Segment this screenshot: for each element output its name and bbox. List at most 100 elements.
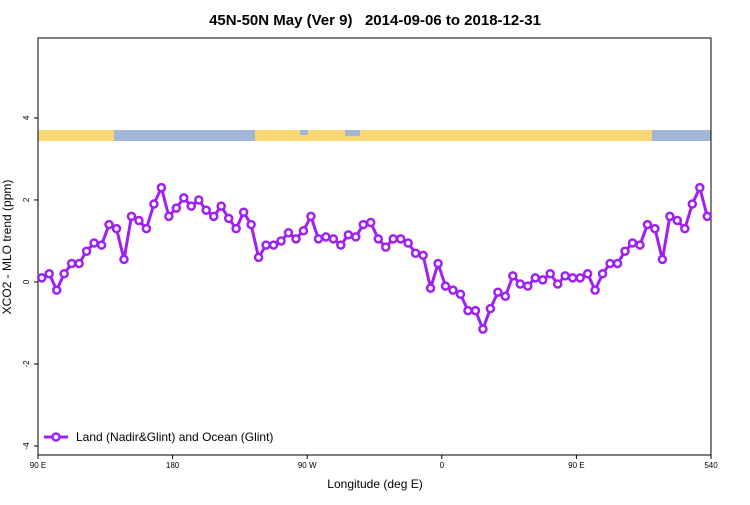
data-point bbox=[351, 232, 361, 242]
data-point bbox=[478, 324, 488, 334]
data-point bbox=[500, 291, 511, 302]
data-point bbox=[380, 242, 391, 252]
data-point bbox=[164, 211, 174, 222]
data-point bbox=[283, 228, 294, 238]
data-point bbox=[485, 303, 496, 314]
data-point bbox=[358, 219, 369, 230]
data-point bbox=[597, 269, 608, 279]
y-tick-label: 4 bbox=[22, 115, 31, 120]
data-point bbox=[186, 201, 197, 211]
data-point bbox=[141, 223, 152, 234]
data-point bbox=[298, 225, 309, 236]
y-tick-label: -2 bbox=[22, 360, 31, 368]
data-point bbox=[194, 195, 204, 205]
data-point bbox=[373, 234, 383, 244]
y-tick-label: -4 bbox=[22, 442, 31, 450]
data-point bbox=[44, 269, 54, 279]
x-tick-label: 90 E bbox=[30, 461, 46, 470]
data-point bbox=[635, 240, 645, 250]
data-point bbox=[156, 182, 167, 193]
data-point bbox=[567, 273, 578, 283]
data-point bbox=[523, 281, 533, 291]
x-tick-label: 0 bbox=[440, 461, 445, 470]
data-point bbox=[493, 287, 503, 297]
data-point bbox=[440, 281, 451, 291]
data-point bbox=[515, 279, 526, 289]
data-point bbox=[410, 248, 421, 259]
data-point bbox=[306, 211, 316, 222]
data-point bbox=[687, 199, 698, 209]
ocean-band bbox=[345, 130, 360, 136]
plot-frame bbox=[37, 37, 712, 456]
data-point bbox=[508, 271, 518, 281]
x-tick-label: 90 W bbox=[298, 461, 317, 470]
data-point bbox=[126, 211, 137, 222]
data-point bbox=[620, 246, 630, 256]
data-point bbox=[104, 219, 114, 230]
data-point bbox=[321, 232, 331, 242]
x-axis-label: Longitude (deg E) bbox=[327, 477, 422, 491]
data-point bbox=[672, 215, 683, 226]
data-point bbox=[538, 275, 548, 285]
data-point bbox=[246, 219, 256, 230]
data-point bbox=[680, 223, 690, 234]
data-point bbox=[51, 285, 62, 295]
data-point bbox=[590, 285, 600, 295]
data-point bbox=[702, 211, 713, 222]
data-point bbox=[208, 211, 219, 222]
chart-title: 45N-50N May (Ver 9) 2014-09-06 to 2018-1… bbox=[209, 12, 541, 29]
data-point bbox=[96, 240, 107, 250]
data-point bbox=[530, 273, 541, 283]
data-point bbox=[261, 240, 271, 250]
data-point bbox=[313, 234, 324, 244]
legend-label: Land (Nadir&Glint) and Ocean (Glint) bbox=[76, 430, 273, 444]
data-point bbox=[448, 285, 458, 295]
data-point bbox=[36, 273, 47, 283]
data-point bbox=[545, 269, 555, 279]
data-point bbox=[627, 238, 638, 248]
x-tick-label: 180 bbox=[166, 461, 180, 470]
data-point bbox=[366, 217, 376, 228]
data-point bbox=[388, 234, 398, 244]
data-point bbox=[433, 258, 443, 269]
data-point bbox=[575, 273, 585, 283]
data-point bbox=[81, 246, 92, 256]
data-point bbox=[560, 271, 570, 281]
data-point bbox=[66, 258, 77, 269]
land-band bbox=[255, 130, 652, 141]
data-point bbox=[642, 219, 653, 230]
x-tick-label: 540 bbox=[704, 461, 718, 470]
data-point bbox=[425, 283, 436, 293]
data-point bbox=[179, 193, 189, 203]
y-tick-label: 2 bbox=[22, 197, 31, 202]
data-point bbox=[343, 230, 354, 240]
data-point bbox=[276, 236, 286, 246]
data-point bbox=[171, 203, 182, 213]
series-line bbox=[41, 183, 709, 334]
data-point bbox=[201, 205, 211, 215]
data-point bbox=[238, 207, 249, 218]
legend-marker bbox=[51, 432, 61, 442]
data-point bbox=[74, 258, 84, 269]
data-point bbox=[336, 240, 346, 250]
data-point bbox=[231, 223, 241, 234]
data-point bbox=[216, 201, 226, 211]
data-point bbox=[253, 252, 264, 263]
data-point bbox=[59, 269, 69, 279]
y-axis-label: XCO2 - MLO trend (ppm) bbox=[0, 180, 14, 315]
ocean-band bbox=[300, 130, 308, 135]
data-point bbox=[89, 238, 99, 248]
data-point bbox=[455, 289, 466, 300]
data-point bbox=[111, 223, 122, 234]
data-point bbox=[119, 254, 129, 265]
data-point bbox=[134, 215, 144, 226]
data-point bbox=[695, 182, 705, 193]
data-point bbox=[605, 258, 615, 269]
y-tick-label: 0 bbox=[22, 279, 31, 284]
data-point bbox=[612, 258, 623, 269]
data-point bbox=[268, 240, 279, 250]
land-band bbox=[38, 130, 114, 141]
land-ocean-strip bbox=[38, 130, 711, 141]
data-point bbox=[665, 211, 675, 222]
